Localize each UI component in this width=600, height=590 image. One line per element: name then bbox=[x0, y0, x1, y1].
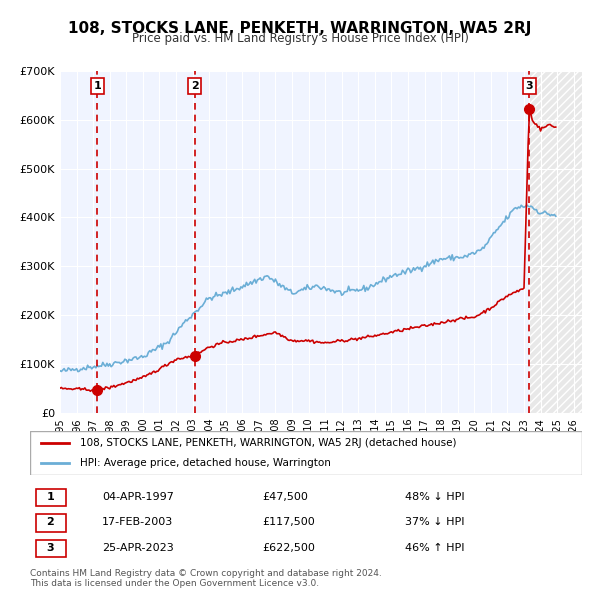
Text: 1: 1 bbox=[47, 492, 54, 502]
Text: Price paid vs. HM Land Registry's House Price Index (HPI): Price paid vs. HM Land Registry's House … bbox=[131, 32, 469, 45]
Text: 2: 2 bbox=[191, 81, 199, 91]
FancyBboxPatch shape bbox=[35, 540, 66, 558]
Text: £117,500: £117,500 bbox=[262, 517, 314, 527]
Text: 3: 3 bbox=[526, 81, 533, 91]
FancyBboxPatch shape bbox=[35, 514, 66, 532]
Text: 37% ↓ HPI: 37% ↓ HPI bbox=[406, 517, 465, 527]
Text: 48% ↓ HPI: 48% ↓ HPI bbox=[406, 492, 465, 502]
Text: 108, STOCKS LANE, PENKETH, WARRINGTON, WA5 2RJ: 108, STOCKS LANE, PENKETH, WARRINGTON, W… bbox=[68, 21, 532, 35]
Text: £622,500: £622,500 bbox=[262, 543, 315, 553]
Text: 46% ↑ HPI: 46% ↑ HPI bbox=[406, 543, 465, 553]
Text: 108, STOCKS LANE, PENKETH, WARRINGTON, WA5 2RJ (detached house): 108, STOCKS LANE, PENKETH, WARRINGTON, W… bbox=[80, 438, 456, 448]
Text: 2: 2 bbox=[47, 517, 54, 527]
Text: 17-FEB-2003: 17-FEB-2003 bbox=[102, 517, 173, 527]
Bar bbox=[60, 71, 529, 413]
Text: 04-APR-1997: 04-APR-1997 bbox=[102, 492, 173, 502]
Bar bbox=[529, 71, 582, 413]
FancyBboxPatch shape bbox=[30, 431, 582, 475]
FancyBboxPatch shape bbox=[35, 489, 66, 506]
Text: 1: 1 bbox=[94, 81, 101, 91]
Text: £47,500: £47,500 bbox=[262, 492, 308, 502]
Text: HPI: Average price, detached house, Warrington: HPI: Average price, detached house, Warr… bbox=[80, 458, 331, 467]
Text: 25-APR-2023: 25-APR-2023 bbox=[102, 543, 173, 553]
Text: This data is licensed under the Open Government Licence v3.0.: This data is licensed under the Open Gov… bbox=[30, 579, 319, 588]
Text: 3: 3 bbox=[47, 543, 54, 553]
Text: Contains HM Land Registry data © Crown copyright and database right 2024.: Contains HM Land Registry data © Crown c… bbox=[30, 569, 382, 578]
